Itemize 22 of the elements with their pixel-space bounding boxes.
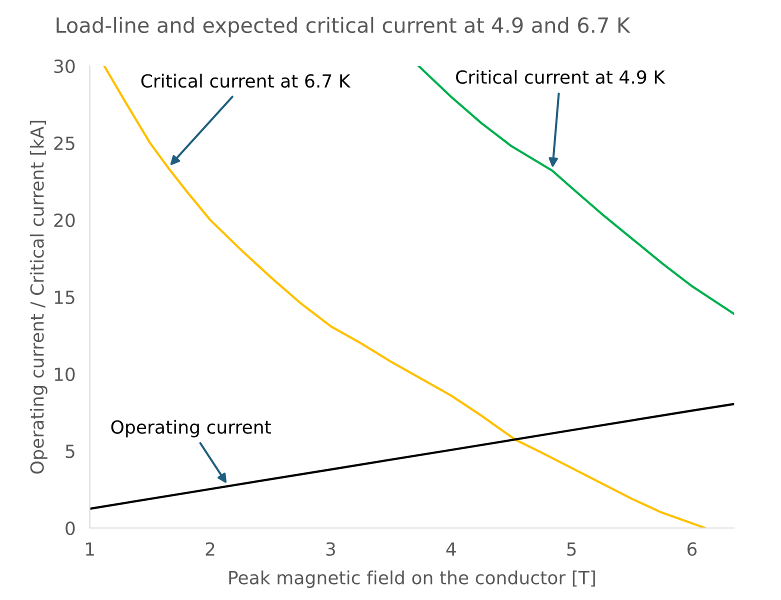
- annotation: Critical current at 6.7 K: [141, 74, 351, 88]
- y-tick-label: 15: [54, 290, 74, 304]
- x-tick-label: 5: [567, 542, 576, 556]
- y-axis-title: Operating current / Critical current [kA]: [30, 120, 48, 474]
- y-tick-label: 5: [66, 444, 74, 458]
- x-tick-label: 1: [86, 542, 94, 556]
- x-axis-title: Peak magnetic field on the conductor [T]: [229, 570, 595, 588]
- y-tick-label: 20: [54, 213, 75, 228]
- x-tick-label: 4: [446, 542, 456, 556]
- annotation: Critical current at 4.9 K: [456, 70, 666, 84]
- y-tick-label: 0: [66, 521, 75, 536]
- y-tick-label: 30: [54, 59, 75, 74]
- x-tick-label: 3: [326, 542, 335, 556]
- line-series: [90, 402, 734, 510]
- annotation: Operating current: [111, 420, 271, 438]
- y-tick-label: 25: [54, 136, 74, 150]
- chart-title: Load-line and expected critical current at 4.9 and 6.7 K: [56, 16, 630, 38]
- y-tick-label: 10: [54, 367, 75, 382]
- line-series: [103, 66, 706, 528]
- line-series: [417, 66, 734, 316]
- x-tick-label: 2: [206, 542, 214, 556]
- x-tick-label: 6: [688, 542, 697, 556]
